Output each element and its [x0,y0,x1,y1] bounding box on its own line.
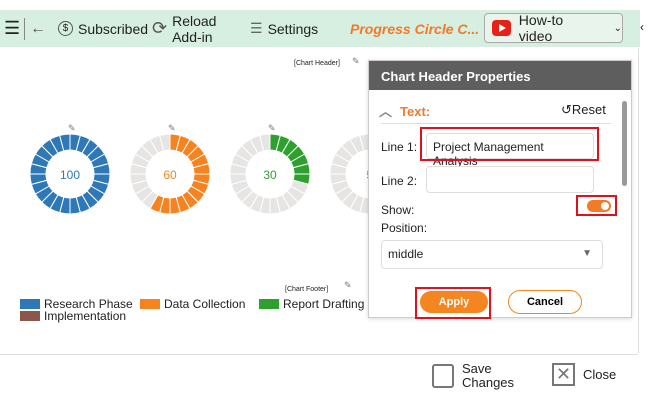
show-toggle[interactable] [587,200,611,212]
save-icon [432,364,454,388]
line1-input[interactable]: Project Management Analysis [426,133,594,168]
dropdown-arrow-icon: ▼ [582,248,592,259]
edit-ring-pencil-icon[interactable]: ✎ [168,123,176,133]
legend-swatch [140,299,160,309]
reset-icon: ↺ [561,102,572,117]
panel-title: Chart Header Properties [369,61,631,90]
chart-header-placeholder[interactable]: [Chart Header] [294,60,340,67]
cancel-button[interactable]: Cancel [508,290,582,314]
legend-label: Data Collection [164,297,246,311]
section-label: Text: [400,104,431,119]
edit-ring-pencil-icon[interactable]: ✎ [68,123,76,133]
legend-label: Implementation [44,309,127,323]
chart-footer-placeholder[interactable]: [Chart Footer] [285,286,329,293]
changes-label: Changes [462,375,515,390]
apply-button[interactable]: Apply [420,291,488,313]
menu-icon[interactable]: ☰ [4,18,21,38]
position-select[interactable]: middle ▼ [381,240,603,269]
highlight-toggle [576,195,617,216]
subscribed-button[interactable]: $ Subscribed [58,21,148,37]
position-label: Position: [381,221,428,235]
close-label: Close [583,366,617,382]
close-button[interactable]: ✕ Close [552,363,616,386]
ring-value-label: 30 [263,168,277,182]
line2-input[interactable] [426,166,594,193]
scrollbar[interactable] [622,101,627,186]
legend-swatch [20,299,40,309]
reload-icon: ⟳ [152,18,168,38]
back-arrow-icon[interactable]: ← [30,19,46,37]
progress-rings: 100✎60✎30✎5✎ [29,123,380,215]
footer-divider [0,354,638,355]
youtube-icon [492,20,511,36]
legend-label: Report Drafting [283,297,365,311]
howto-label: How-to video [518,12,564,44]
ring-value-label: 60 [163,168,177,182]
chevron-down-icon: ⌄ [613,22,622,34]
reload-addin-button[interactable]: ⟳ Reload Add-in [152,13,216,45]
ring-segment [59,133,71,152]
legend-label: Research Phase [44,297,133,311]
ring-segment [159,133,171,152]
ring-segment [259,133,271,152]
highlight-apply [415,287,491,319]
edit-footer-pencil-icon[interactable]: ✎ [344,280,352,290]
close-x-icon: ✕ [552,363,575,386]
legend-item-research[interactable]: Research Phase [20,297,133,311]
edit-ring-pencil-icon[interactable]: ✎ [268,123,276,133]
legend-swatch [259,299,279,309]
edit-header-pencil-icon[interactable]: ✎ [352,56,360,66]
chart-header-properties-panel: Chart Header Properties ︿ Text: ↺Reset Li… [368,60,632,318]
settings-button[interactable]: ☰ Settings [250,20,318,37]
divider [24,17,25,40]
subscribed-label: Subscribed [78,20,149,37]
save-label: Save [462,361,492,376]
reload-label: Reload [172,12,217,29]
howto-video-dropdown[interactable]: How-to video ⌄ [484,12,623,44]
show-label: Show: [381,203,415,217]
collapse-pane-icon[interactable]: ‹ [640,20,644,34]
position-value: middle [388,247,424,261]
reset-button[interactable]: ↺Reset [561,102,606,118]
line1-label: Line 1: [381,140,418,154]
settings-label: Settings [267,20,319,37]
sliders-icon: ☰ [250,20,263,36]
divider [381,123,611,124]
highlight-line1 [420,127,599,161]
legend-item-report-drafting[interactable]: Report Drafting [259,297,364,311]
pane-border [638,48,639,353]
legend-item-implementation[interactable]: Implementation [20,309,126,323]
text-section-toggle[interactable]: ︿ Text: [379,101,430,120]
addin-label: Add-in [172,28,213,45]
line2-label: Line 2: [381,174,418,188]
app-title: Progress Circle C... [350,20,480,37]
toolbar: ☰ ← $ Subscribed ⟳ Reload Add-in ☰ Settings … [0,10,640,47]
legend-swatch [20,311,40,321]
reset-label: Reset [571,102,606,117]
dollar-icon: $ [58,21,73,36]
save-changes-button[interactable]: Save Changes [432,362,514,390]
ring-value-label: 100 [60,168,80,182]
legend-item-data-collection[interactable]: Data Collection [140,297,245,311]
chevron-up-icon: ︿ [379,104,393,119]
